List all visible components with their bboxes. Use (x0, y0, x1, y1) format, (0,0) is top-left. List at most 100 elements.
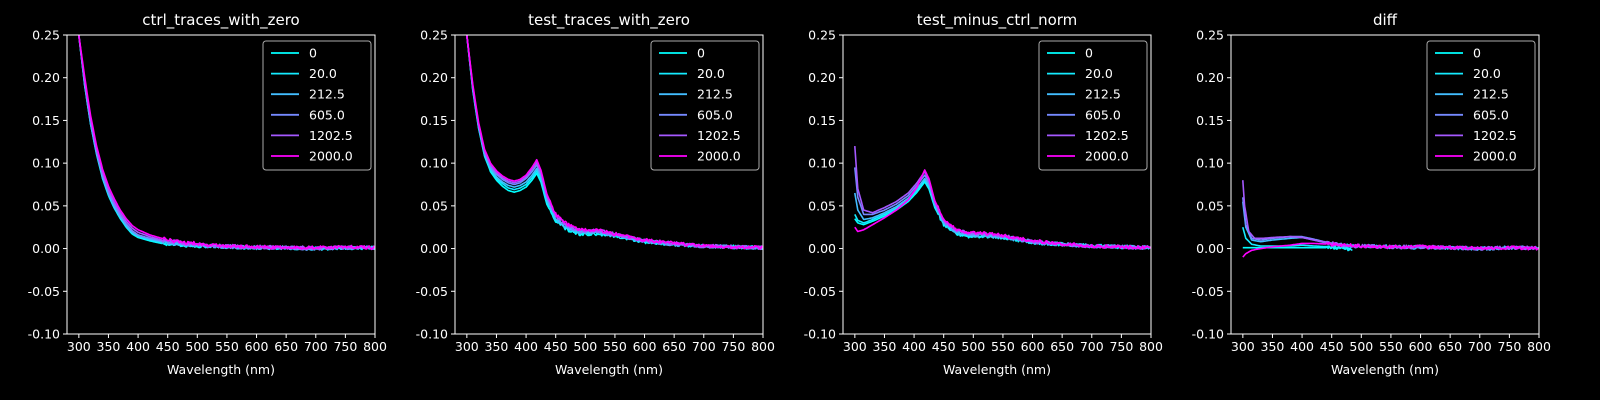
legend-label: 605.0 (697, 107, 733, 122)
legend-label: 605.0 (1085, 107, 1121, 122)
legend-label: 0 (697, 46, 705, 61)
y-tick-label: -0.10 (1192, 327, 1224, 342)
y-tick-label: 0.15 (1196, 113, 1224, 128)
legend-label: 20.0 (1085, 66, 1113, 81)
legend-label: 1202.5 (1473, 128, 1517, 143)
axes-frame (66, 34, 376, 335)
y-tick-label: 0.10 (32, 156, 60, 171)
x-tick-label: 550 (603, 339, 627, 354)
x-tick-label: 400 (902, 339, 926, 354)
panel-3: 300 350 400 450 500 550 600 650 700 750 800 -0.10 -0… (804, 11, 1163, 377)
series-line-605-0 (1242, 197, 1539, 251)
x-tick-label: 700 (1080, 339, 1104, 354)
legend: 0 20.0 212.5 605.0 1202.5 2000.0 (262, 40, 372, 171)
x-tick-label: 750 (721, 339, 745, 354)
x-tick-label: 550 (215, 339, 239, 354)
y-tick-label: -0.05 (416, 284, 448, 299)
y-tick-label: 0.00 (1196, 241, 1224, 256)
axes-frame (454, 34, 764, 335)
x-tick-label: 800 (1139, 339, 1163, 354)
legend-label: 20.0 (697, 66, 725, 81)
axes-frame (1230, 34, 1540, 335)
x-axis-label: Wavelength (nm) (555, 362, 663, 377)
legend-label: 605.0 (1473, 107, 1509, 122)
y-tick-label: 0.15 (808, 113, 836, 128)
x-tick-label: 700 (304, 339, 328, 354)
series-line-2000-0 (854, 169, 1151, 250)
legend-label: 605.0 (309, 107, 345, 122)
x-tick-label: 500 (961, 339, 985, 354)
y-tick-label: 0.10 (1196, 156, 1224, 171)
x-tick-label: 750 (1497, 339, 1521, 354)
x-tick-label: 800 (363, 339, 387, 354)
x-tick-label: 500 (185, 339, 209, 354)
legend-label: 0 (1473, 46, 1481, 61)
y-tick-label: 0.25 (1196, 28, 1224, 43)
legend-label: 2000.0 (697, 149, 741, 164)
series-group (1242, 180, 1539, 258)
x-tick-label: 700 (1468, 339, 1492, 354)
y-tick-label: 0.10 (420, 156, 448, 171)
x-tick-label: 750 (1109, 339, 1133, 354)
y-tick-label: 0.05 (420, 198, 448, 213)
y-tick-label: 0.00 (32, 241, 60, 256)
series-line-1202-5 (1242, 180, 1539, 251)
x-tick-label: 700 (692, 339, 716, 354)
series-line-20-0 (854, 179, 1151, 250)
legend-label: 2000.0 (1085, 149, 1129, 164)
x-tick-label: 800 (1527, 339, 1551, 354)
y-tick-label: 0.25 (808, 28, 836, 43)
panel-title: ctrl_traces_with_zero (142, 11, 299, 30)
panel-title: diff (1373, 11, 1398, 29)
legend-label: 1202.5 (697, 128, 741, 143)
y-tick-label: -0.10 (804, 327, 836, 342)
x-tick-label: 750 (333, 339, 357, 354)
legend-label: 212.5 (1473, 87, 1509, 102)
y-tick-label: -0.05 (28, 284, 60, 299)
y-tick-label: 0.25 (420, 28, 448, 43)
x-axis-label: Wavelength (nm) (1331, 362, 1439, 377)
panel-2: 300 350 400 450 500 550 600 650 700 750 800 -0.10 -0… (416, 11, 775, 377)
x-tick-label: 350 (97, 339, 121, 354)
x-tick-label: 300 (67, 339, 91, 354)
legend: 0 20.0 212.5 605.0 1202.5 2000.0 (1038, 40, 1148, 171)
x-tick-label: 650 (274, 339, 298, 354)
y-tick-label: 0.15 (420, 113, 448, 128)
series-line-2000-0 (78, 35, 375, 251)
x-tick-label: 350 (485, 339, 509, 354)
series-group (78, 35, 375, 251)
y-tick-label: 0.20 (808, 70, 836, 85)
x-tick-label: 550 (991, 339, 1015, 354)
legend-label: 1202.5 (1085, 128, 1129, 143)
x-tick-label: 300 (843, 339, 867, 354)
series-group (854, 146, 1151, 250)
x-tick-label: 400 (514, 339, 538, 354)
y-tick-label: 0.25 (32, 28, 60, 43)
x-tick-label: 450 (156, 339, 180, 354)
series-line-20-0 (1242, 226, 1353, 252)
y-tick-label: 0.05 (808, 198, 836, 213)
x-tick-label: 650 (662, 339, 686, 354)
x-tick-label: 450 (932, 339, 956, 354)
legend-label: 0 (1085, 46, 1093, 61)
series-group (466, 35, 763, 251)
x-tick-label: 400 (1290, 339, 1314, 354)
x-tick-label: 600 (1021, 339, 1045, 354)
series-line-2000-0 (1242, 241, 1539, 258)
x-tick-label: 600 (245, 339, 269, 354)
y-tick-label: 0.20 (32, 70, 60, 85)
x-tick-label: 600 (1409, 339, 1433, 354)
y-tick-label: -0.10 (28, 327, 60, 342)
panel-1: 300 350 400 450 500 550 600 650 700 750 800 -0.10 -0… (28, 11, 387, 377)
legend-label: 1202.5 (309, 128, 353, 143)
legend: 0 20.0 212.5 605.0 1202.5 2000.0 (650, 40, 760, 171)
y-tick-label: 0.10 (808, 156, 836, 171)
x-tick-label: 300 (1231, 339, 1255, 354)
y-tick-label: -0.05 (1192, 284, 1224, 299)
axes-frame (842, 34, 1152, 335)
x-tick-label: 500 (1349, 339, 1373, 354)
y-tick-label: 0.00 (420, 241, 448, 256)
legend-label: 212.5 (697, 87, 733, 102)
series-line-212-5 (1242, 201, 1539, 251)
series-line-0 (1242, 245, 1350, 250)
